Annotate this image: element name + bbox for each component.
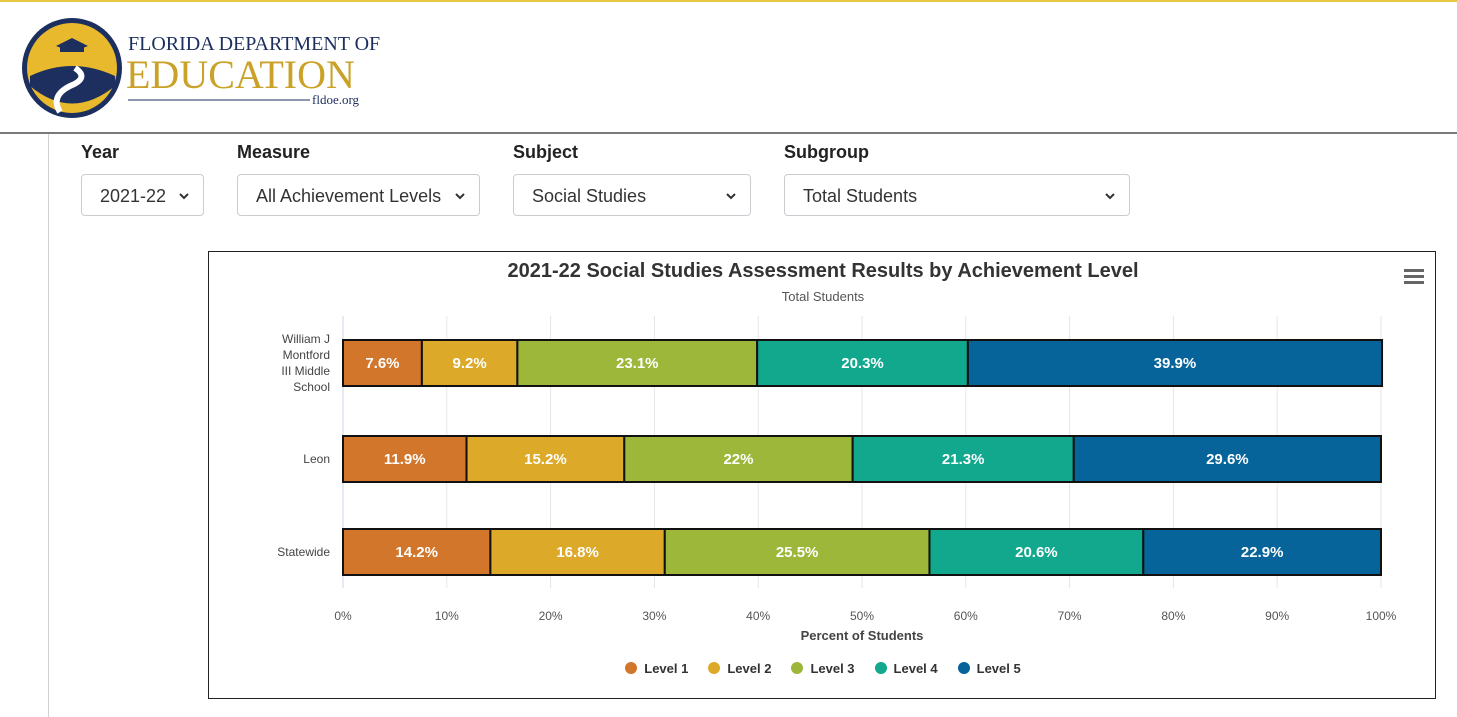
- hamburger-menu-icon[interactable]: [1404, 268, 1424, 284]
- data-label: 23.1%: [616, 355, 659, 372]
- data-label: 22.9%: [1241, 544, 1284, 561]
- bar-segment-level-5[interactable]: [1072, 435, 1382, 483]
- subgroup-select[interactable]: Total Students: [784, 174, 1130, 216]
- data-label: 16.8%: [556, 544, 599, 561]
- bar-segment-level-4[interactable]: [928, 528, 1145, 576]
- chart-title: 2021-22 Social Studies Assessment Result…: [507, 260, 1139, 282]
- x-tick-label: 0%: [334, 609, 352, 623]
- x-axis-title: Percent of Students: [800, 628, 924, 643]
- legend-item-level-3[interactable]: Level 3: [791, 661, 855, 676]
- x-tick-label: 80%: [1161, 609, 1186, 623]
- x-tick-label: 20%: [538, 609, 563, 623]
- chevron-down-icon: [726, 193, 736, 200]
- legend-label: Level 2: [727, 661, 772, 676]
- header-divider: [0, 132, 1457, 134]
- chart-subtitle: Total Students: [781, 289, 865, 304]
- data-label: 11.9%: [384, 451, 426, 468]
- legend-marker: [957, 662, 970, 674]
- x-tick-label: 30%: [642, 609, 667, 623]
- site-header: FLORIDA DEPARTMENT OF EDUCATION fldoe.or…: [0, 2, 1457, 132]
- legend-label: Level 5: [976, 661, 1021, 676]
- bar-segment-level-4[interactable]: [851, 435, 1075, 483]
- legend-label: Level 1: [644, 661, 689, 676]
- year-label: Year: [81, 142, 120, 162]
- bar-segment-level-1[interactable]: [342, 528, 492, 576]
- x-tick-label: 10%: [434, 609, 459, 623]
- data-label: 21.3%: [942, 451, 985, 468]
- x-tick-label: 90%: [1265, 609, 1290, 623]
- subgroup-select-value: Total Students: [803, 186, 918, 206]
- legend-item-level-5[interactable]: Level 5: [957, 661, 1021, 676]
- x-tick-label: 100%: [1365, 609, 1397, 623]
- legend-item-level-4[interactable]: Level 4: [874, 661, 938, 676]
- legend-marker: [708, 662, 721, 674]
- year-select[interactable]: 2021-22: [81, 174, 204, 216]
- bar-segment-level-3[interactable]: [516, 339, 759, 387]
- x-tick-label: 60%: [953, 609, 978, 623]
- data-label: 20.6%: [1015, 544, 1058, 561]
- fldoe-logo[interactable]: FLORIDA DEPARTMENT OF EDUCATION fldoe.or…: [20, 16, 380, 120]
- measure-label: Measure: [237, 142, 311, 162]
- chart-container: 2021-22 Social Studies Assessment Result…: [208, 251, 1436, 699]
- legend-item-level-1[interactable]: Level 1: [625, 661, 688, 676]
- data-label: 14.2%: [395, 544, 438, 561]
- bar-segment-level-3[interactable]: [623, 435, 854, 483]
- data-label: 9.2%: [453, 355, 487, 372]
- legend-marker: [874, 662, 887, 674]
- subject-select-value: Social Studies: [532, 186, 647, 206]
- data-label: 39.9%: [1154, 355, 1197, 372]
- logo-url: fldoe.org: [312, 92, 360, 107]
- x-tick-label: 40%: [746, 609, 771, 623]
- subgroup-label: Subgroup: [784, 142, 869, 162]
- measure-select-value: All Achievement Levels: [256, 186, 442, 206]
- subject-select[interactable]: Social Studies: [513, 174, 751, 216]
- data-label: 7.6%: [365, 355, 399, 372]
- chevron-down-icon: [455, 193, 465, 200]
- logo-text-line1: FLORIDA DEPARTMENT OF: [128, 33, 380, 55]
- subject-label: Subject: [513, 142, 579, 162]
- chart-plot-area: 7.6% 9.2% 23.1% 20.3% 39.9% 11.9% 15.2% 22% 21.3…: [342, 316, 1384, 588]
- bar-segment-level-2[interactable]: [489, 528, 666, 576]
- data-label: 15.2%: [524, 451, 567, 468]
- bar-segment-level-3[interactable]: [663, 528, 931, 576]
- bar-segment-level-4[interactable]: [756, 339, 969, 387]
- chevron-down-icon: [1105, 193, 1115, 200]
- logo-text-line2: EDUCATION: [126, 52, 355, 97]
- chart-legend: Level 1 Level 2 Level 3 Level 4 Level 5: [209, 661, 1437, 676]
- legend-label: Level 4: [893, 661, 938, 676]
- data-label: 25.5%: [776, 544, 819, 561]
- category-label: William J Montford III Middle School: [281, 332, 330, 394]
- legend-label: Level 3: [810, 661, 855, 676]
- data-label: 29.6%: [1206, 451, 1249, 468]
- year-select-value: 2021-22: [100, 186, 167, 206]
- left-sidebar-rule: [48, 134, 49, 717]
- legend-marker: [625, 662, 638, 674]
- data-label: 20.3%: [841, 355, 884, 372]
- legend-item-level-2[interactable]: Level 2: [708, 661, 771, 676]
- x-tick-label: 50%: [849, 609, 875, 623]
- bar-segment-level-5[interactable]: [966, 339, 1384, 387]
- chevron-down-icon: [179, 193, 189, 200]
- top-accent-line: [0, 0, 1457, 2]
- bar-segment-level-1[interactable]: [342, 435, 468, 483]
- category-label: Statewide: [277, 545, 330, 559]
- data-label: 22%: [723, 451, 753, 468]
- bar-segment-level-5[interactable]: [1142, 528, 1382, 576]
- category-label: Leon: [303, 452, 330, 466]
- legend-marker: [791, 662, 804, 674]
- measure-select[interactable]: All Achievement Levels: [237, 174, 480, 216]
- x-tick-label: 70%: [1057, 609, 1082, 623]
- bar-segment-level-1[interactable]: [342, 339, 423, 387]
